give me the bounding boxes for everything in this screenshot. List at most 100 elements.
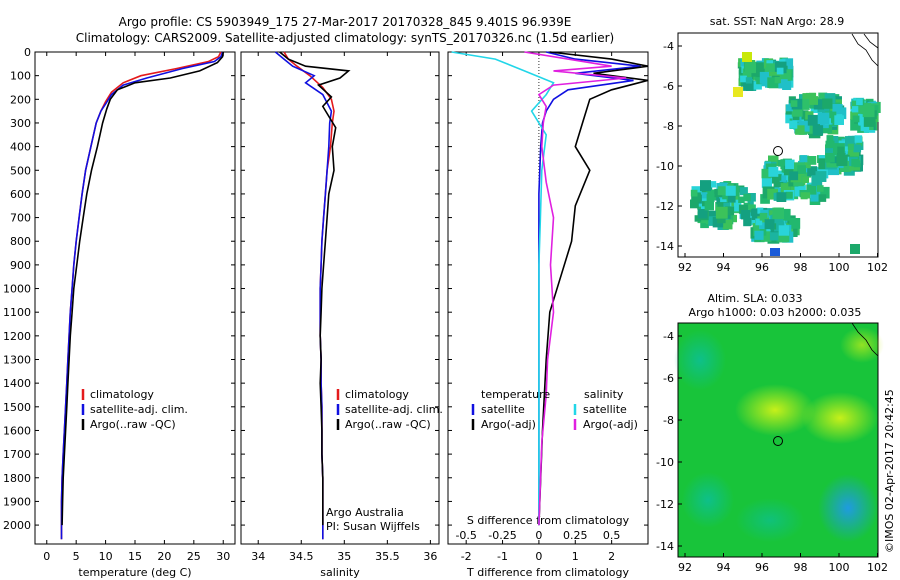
sst-pixel <box>852 115 860 123</box>
sst-pixel <box>856 98 863 106</box>
legend-label: satellite <box>583 403 627 416</box>
sst-pixel <box>812 125 824 136</box>
sla-argo-marker <box>773 436 783 446</box>
map-x-tick-label: 102 <box>867 261 888 274</box>
map-x-tick-label: 100 <box>829 261 850 274</box>
sst-pixel <box>807 156 817 165</box>
sst-pixel <box>706 210 718 222</box>
sst-pixel <box>768 166 779 177</box>
sst-pixel <box>785 191 793 199</box>
x-tick-label: 34.5 <box>289 550 314 563</box>
sst-coastline <box>851 33 879 67</box>
map-x-tick-label: 92 <box>678 261 692 274</box>
depth-tick-label: 600 <box>10 188 31 201</box>
sst-pixel <box>691 192 701 203</box>
sst-pixel <box>850 244 860 254</box>
sst-pixel <box>690 189 698 197</box>
sst-pixel <box>747 204 756 213</box>
sst-axis: 92 94 96 98 100 102 -4 -6 -8 -10 -12 -14 <box>656 40 888 274</box>
map-x-tick-label: 100 <box>829 561 850 574</box>
difference-plot-frame <box>447 51 649 545</box>
sst-pixel <box>774 76 781 84</box>
x2-tick-label: 0 <box>535 529 542 542</box>
sst-pixel <box>789 120 798 129</box>
difference-x2label: S difference from climatology <box>467 514 630 527</box>
sst-pixel <box>791 105 803 117</box>
map-y-tick-label: -4 <box>663 40 674 53</box>
sst-pixel <box>779 175 787 182</box>
map-y-tick-label: -6 <box>663 372 674 385</box>
sst-pixel <box>761 177 772 188</box>
sst-pixel <box>755 218 763 226</box>
sst-pixel <box>750 209 758 216</box>
sst-pixel <box>704 200 714 211</box>
sla-map-title2: Argo h1000: 0.03 h2000: 0.035 <box>689 306 862 319</box>
sst-pixel <box>845 136 856 147</box>
map-y-tick-label: -8 <box>663 414 674 427</box>
depth-tick-label: 1900 <box>3 495 31 508</box>
map-y-tick-label: -10 <box>656 456 674 469</box>
sst-pixel <box>778 208 791 221</box>
depth-tick-label: 1500 <box>3 401 31 414</box>
sst-pixel <box>778 231 790 243</box>
sst-pixel <box>753 81 762 90</box>
map-y-tick-label: -10 <box>656 160 674 173</box>
salinity-plot-frame <box>240 51 440 545</box>
sst-pixel <box>761 168 771 179</box>
sst-pixel <box>725 185 736 196</box>
x-tick-label: 20 <box>157 550 171 563</box>
sst-pixel <box>858 114 869 125</box>
depth-tick-label: 0 <box>24 46 31 59</box>
salinity-xlabel: salinity <box>320 566 360 579</box>
map-y-tick-label: -14 <box>656 540 674 553</box>
sst-pixel <box>800 155 808 163</box>
sst-pixel <box>832 104 843 115</box>
sst-pixel <box>818 194 827 202</box>
x2-tick-label: -0.5 <box>455 529 476 542</box>
map-y-tick-label: -12 <box>656 498 674 511</box>
institution-label: Argo Australia <box>326 506 404 519</box>
sst-pixel <box>747 200 754 207</box>
sst-pixel <box>747 193 756 202</box>
sst-pixel <box>759 222 766 230</box>
sst-pixel <box>743 193 751 202</box>
sst-pixel <box>825 111 837 123</box>
sst-pixel <box>862 105 875 118</box>
temperature-plot-frame <box>34 51 236 545</box>
sst-pixel <box>790 100 798 107</box>
sst-pixel <box>761 76 772 87</box>
sst-pixel <box>804 192 811 199</box>
sst-argo-marker <box>773 146 783 156</box>
sst-pixel <box>785 112 796 124</box>
sst-pixel <box>754 230 764 240</box>
depth-tick-label: 1000 <box>3 283 31 296</box>
sst-pixel <box>847 143 854 150</box>
sst-pixel <box>722 219 733 230</box>
depth-tick-label: 1700 <box>3 448 31 461</box>
map-x-tick-label: 98 <box>794 561 808 574</box>
sst-pixel <box>744 61 756 74</box>
sst-pixel <box>743 80 754 91</box>
x2-tick-label: -0.25 <box>488 529 516 542</box>
x-tick-label: 35.5 <box>375 550 400 563</box>
sst-pixel <box>760 231 772 242</box>
depth-tick-label: 400 <box>10 141 31 154</box>
difference-series-argo_salinity <box>524 51 627 526</box>
map-y-tick-label: -14 <box>656 240 674 253</box>
sst-pixel <box>772 207 784 220</box>
sst-pixel <box>798 98 810 110</box>
depth-tick-label: 1100 <box>3 306 31 319</box>
map-x-tick-label: 102 <box>867 561 888 574</box>
sst-pixel <box>825 153 835 163</box>
sst-pixel <box>782 58 794 70</box>
sst-pixel <box>764 219 775 230</box>
sst-pixel <box>768 155 779 166</box>
sst-pixel <box>727 194 736 203</box>
sst-pixel <box>810 193 819 202</box>
sst-pixel <box>825 148 835 158</box>
sst-pixel <box>698 209 708 219</box>
sst-pixel <box>773 177 784 188</box>
difference-series-sat_salinity <box>451 51 555 526</box>
sst-pixel <box>774 174 782 181</box>
